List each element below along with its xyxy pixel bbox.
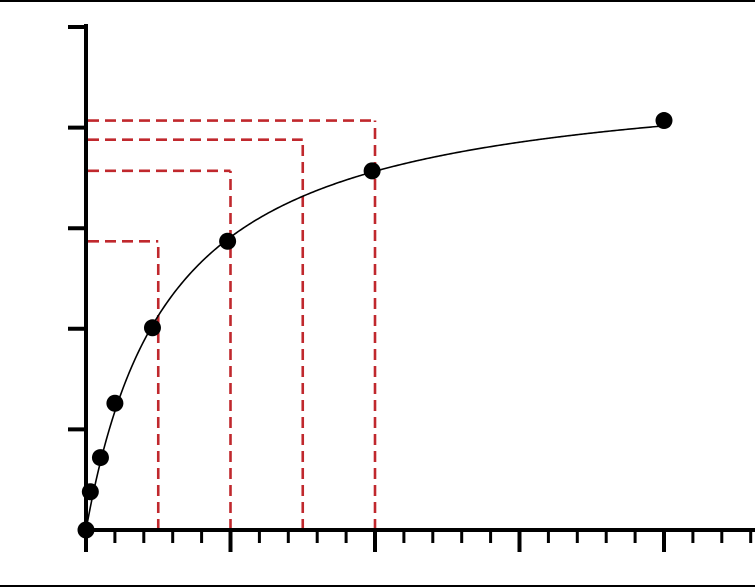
data-point <box>106 394 124 412</box>
data-point <box>91 449 109 467</box>
data-point <box>219 232 237 250</box>
axes <box>68 24 755 552</box>
data-point <box>81 483 99 501</box>
data-point <box>143 319 161 337</box>
data-point <box>363 162 381 180</box>
data-points <box>77 112 673 539</box>
data-point <box>655 112 673 130</box>
guide-lines <box>88 119 377 530</box>
data-point <box>77 521 95 539</box>
